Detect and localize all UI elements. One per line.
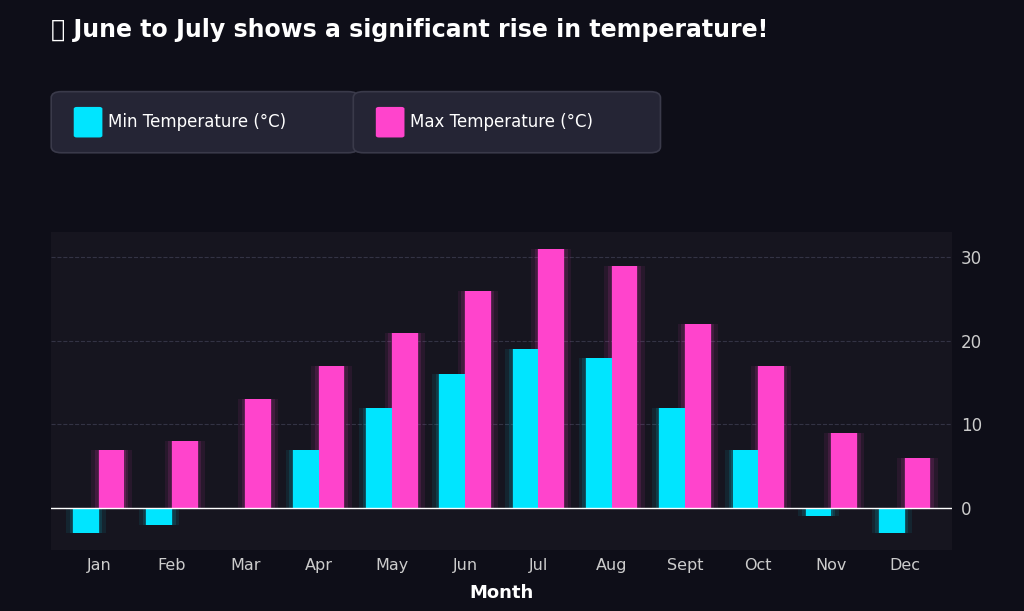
Bar — [585, 357, 612, 508]
Bar — [879, 508, 904, 533]
Bar — [897, 458, 938, 508]
Bar — [293, 450, 318, 508]
Bar — [876, 508, 908, 533]
Bar — [655, 408, 688, 508]
Text: 🌞 June to July shows a significant rise in temperature!: 🌞 June to July shows a significant rise … — [51, 18, 768, 42]
Bar — [458, 291, 498, 508]
Bar — [436, 375, 469, 508]
Bar — [238, 400, 279, 508]
Text: Min Temperature (°C): Min Temperature (°C) — [108, 113, 286, 131]
Bar — [681, 324, 714, 508]
Bar — [465, 291, 490, 508]
Bar — [242, 400, 274, 508]
Bar — [171, 441, 199, 508]
Bar — [391, 332, 419, 508]
Bar — [464, 291, 492, 508]
Bar — [539, 249, 564, 508]
Bar — [139, 508, 179, 525]
Bar — [91, 450, 132, 508]
Bar — [432, 375, 472, 508]
Bar — [97, 450, 126, 508]
Bar — [318, 366, 344, 508]
Bar — [725, 450, 766, 508]
Bar — [685, 324, 711, 508]
Bar — [610, 266, 638, 508]
Bar — [290, 450, 323, 508]
Bar — [146, 508, 172, 525]
Bar — [538, 249, 565, 508]
Bar — [871, 508, 912, 533]
Bar — [830, 433, 858, 508]
Bar — [513, 349, 539, 508]
Bar — [608, 266, 641, 508]
Bar — [70, 508, 102, 533]
Bar — [315, 366, 348, 508]
Bar — [579, 357, 618, 508]
Bar — [362, 408, 395, 508]
Bar — [512, 349, 540, 508]
Bar — [506, 349, 546, 508]
Bar — [388, 332, 421, 508]
Bar — [586, 357, 611, 508]
Bar — [824, 433, 864, 508]
Bar — [367, 408, 392, 508]
Bar — [95, 450, 128, 508]
Bar — [535, 249, 567, 508]
Bar — [72, 508, 100, 533]
Bar — [99, 450, 125, 508]
Bar — [292, 450, 319, 508]
Bar — [439, 375, 465, 508]
X-axis label: Month: Month — [470, 584, 534, 602]
Bar — [145, 508, 173, 525]
Bar — [757, 366, 785, 508]
Bar — [901, 458, 934, 508]
Bar — [392, 332, 418, 508]
Bar — [652, 408, 692, 508]
Bar — [583, 357, 615, 508]
Bar — [142, 508, 176, 525]
Bar — [531, 249, 571, 508]
Bar — [358, 408, 399, 508]
Bar — [438, 375, 466, 508]
Bar — [659, 408, 685, 508]
Bar — [611, 266, 637, 508]
Bar — [604, 266, 645, 508]
Bar — [806, 508, 831, 516]
Bar — [66, 508, 106, 533]
Bar — [758, 366, 783, 508]
Bar — [732, 450, 758, 508]
Bar — [799, 508, 839, 516]
Bar — [827, 433, 861, 508]
Bar — [317, 366, 345, 508]
Bar — [385, 332, 425, 508]
Bar — [678, 324, 718, 508]
Bar — [311, 366, 351, 508]
Bar — [286, 450, 326, 508]
Bar — [168, 441, 202, 508]
Bar — [658, 408, 686, 508]
Bar — [751, 366, 792, 508]
Bar — [165, 441, 205, 508]
Bar — [462, 291, 495, 508]
Bar — [903, 458, 932, 508]
Bar — [755, 366, 787, 508]
Text: Max Temperature (°C): Max Temperature (°C) — [410, 113, 593, 131]
Bar — [73, 508, 99, 533]
Bar — [684, 324, 712, 508]
Bar — [172, 441, 198, 508]
Bar — [366, 408, 393, 508]
Bar — [509, 349, 542, 508]
Bar — [245, 400, 272, 508]
Bar — [805, 508, 833, 516]
Bar — [246, 400, 271, 508]
Bar — [831, 433, 857, 508]
Bar — [802, 508, 836, 516]
Bar — [731, 450, 759, 508]
Bar — [904, 458, 931, 508]
Bar — [729, 450, 762, 508]
Bar — [878, 508, 906, 533]
